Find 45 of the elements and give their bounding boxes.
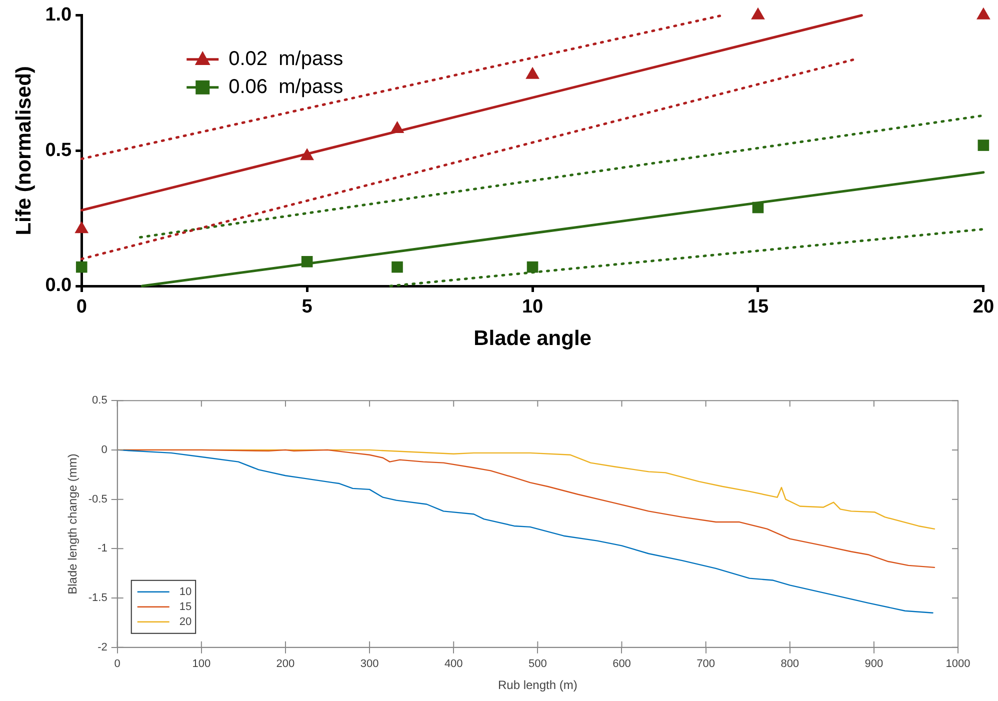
point	[976, 7, 990, 20]
legend-label: 10	[179, 586, 192, 598]
point	[526, 66, 540, 79]
x-tick-label: 0	[114, 658, 120, 670]
point	[751, 7, 765, 20]
point	[74, 221, 89, 234]
x-tick-label: 20	[972, 296, 994, 318]
y-tick-label: -1	[98, 542, 108, 555]
x-tick-label: 15	[747, 296, 769, 318]
legend-label: 0.02 m/pass	[228, 48, 344, 70]
legend-label: 20	[179, 616, 192, 628]
x-tick-label: 600	[612, 658, 631, 670]
legend-label: 0.06 m/pass	[228, 76, 344, 98]
x-tick-label: 5	[302, 296, 313, 318]
point	[300, 148, 314, 160]
point	[978, 140, 990, 151]
legend-label: 15	[179, 600, 192, 613]
point	[752, 202, 764, 214]
y-tick-label: 1.0	[45, 4, 72, 26]
x-tick-label: 900	[864, 658, 884, 670]
y-tick-label: 0.0	[45, 275, 72, 296]
y-tick-label: 0.5	[92, 394, 108, 407]
x-tick-label: 10	[522, 296, 544, 318]
x-tick-label: 100	[192, 658, 211, 670]
point	[301, 256, 313, 268]
x-axis-title: Blade angle	[474, 327, 592, 350]
x-tick-label: 1000	[946, 658, 970, 670]
x-axis-title: Rub length (m)	[498, 678, 578, 692]
point	[392, 261, 403, 273]
y-tick-label: -1.5	[88, 592, 108, 604]
x-tick-label: 500	[528, 658, 547, 670]
point	[76, 261, 88, 273]
y-tick-label: 0	[101, 444, 108, 456]
x-tick-label: 400	[444, 658, 463, 670]
x-tick-label: 700	[696, 658, 715, 670]
y-tick-label: -2	[98, 641, 108, 654]
point	[390, 121, 404, 134]
x-tick-label: 300	[360, 658, 379, 670]
x-tick-label: 800	[780, 658, 800, 670]
y-tick-label: 0.5	[45, 140, 72, 161]
y-axis-title: Blade length change (mm)	[66, 454, 80, 594]
y-tick-label: -0.5	[88, 493, 108, 506]
y-axis-title: Life (normalised)	[12, 66, 36, 236]
x-tick-label: 200	[276, 658, 295, 670]
point	[526, 261, 538, 273]
